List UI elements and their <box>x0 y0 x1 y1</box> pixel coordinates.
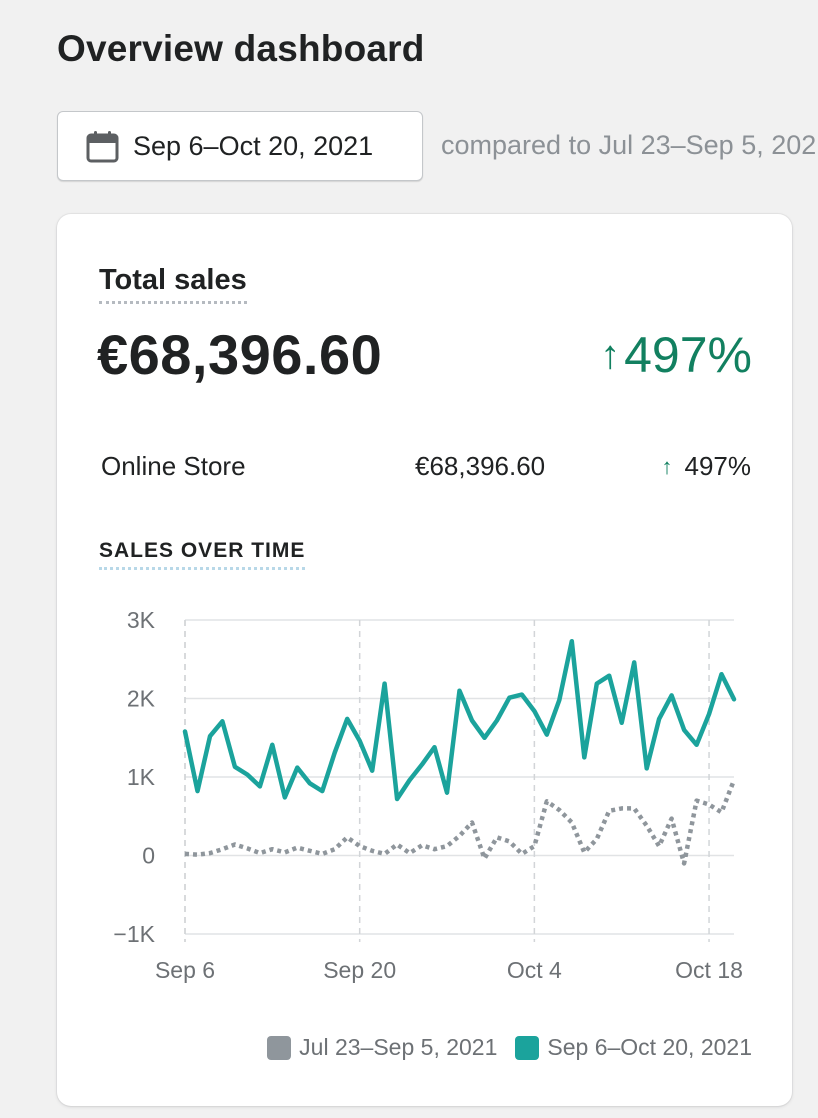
legend-label-current: Sep 6–Oct 20, 2021 <box>547 1034 752 1060</box>
total-change-value: 497% <box>624 327 752 383</box>
channel-change: ↑ 497% <box>662 451 752 482</box>
total-sales-change: ↑ 497% <box>600 326 752 384</box>
legend-item-previous[interactable]: Jul 23–Sep 5, 2021 <box>267 1034 497 1061</box>
series-line-previous <box>184 779 737 866</box>
channel-amount: €68,396.60 <box>415 451 546 481</box>
series-line-current <box>182 638 737 802</box>
channel-name: Online Store <box>101 451 246 481</box>
legend-swatch-previous <box>267 1035 292 1060</box>
x-tick-label: Sep 20 <box>323 957 396 983</box>
chart-legend: Jul 23–Sep 5, 2021 Sep 6–Oct 20, 2021 <box>57 1034 752 1061</box>
calendar-icon <box>86 130 119 163</box>
legend-item-current[interactable]: Sep 6–Oct 20, 2021 <box>515 1034 752 1061</box>
arrow-up-icon: ↑ <box>661 453 673 479</box>
x-tick-label: Sep 6 <box>155 957 215 983</box>
x-tick-label: Oct 4 <box>507 957 562 983</box>
channel-change-value: 497% <box>684 451 752 481</box>
legend-swatch-current <box>515 1035 540 1060</box>
comparison-text: compared to Jul 23–Sep 5, 2021 <box>441 130 818 160</box>
y-tick-label: 1K <box>127 764 156 790</box>
total-sales-card: Total sales €68,396.60 ↑ 497% Online Sto… <box>57 214 792 1106</box>
y-tick-label: 2K <box>127 686 156 712</box>
date-range-label: Sep 6–Oct 20, 2021 <box>133 130 374 161</box>
legend-label-previous: Jul 23–Sep 5, 2021 <box>299 1034 498 1060</box>
total-sales-value: €68,396.60 <box>97 323 383 386</box>
arrow-up-icon: ↑ <box>600 332 621 377</box>
y-tick-label: −1K <box>113 921 155 947</box>
section-title[interactable]: SALES OVER TIME <box>99 539 306 570</box>
y-tick-label: 0 <box>142 843 155 869</box>
date-range-button[interactable]: Sep 6–Oct 20, 2021 <box>57 111 423 181</box>
x-tick-label: Oct 18 <box>675 957 743 983</box>
y-tick-label: 3K <box>127 607 156 633</box>
page-title: Overview dashboard <box>57 28 425 69</box>
card-title[interactable]: Total sales <box>99 264 247 304</box>
